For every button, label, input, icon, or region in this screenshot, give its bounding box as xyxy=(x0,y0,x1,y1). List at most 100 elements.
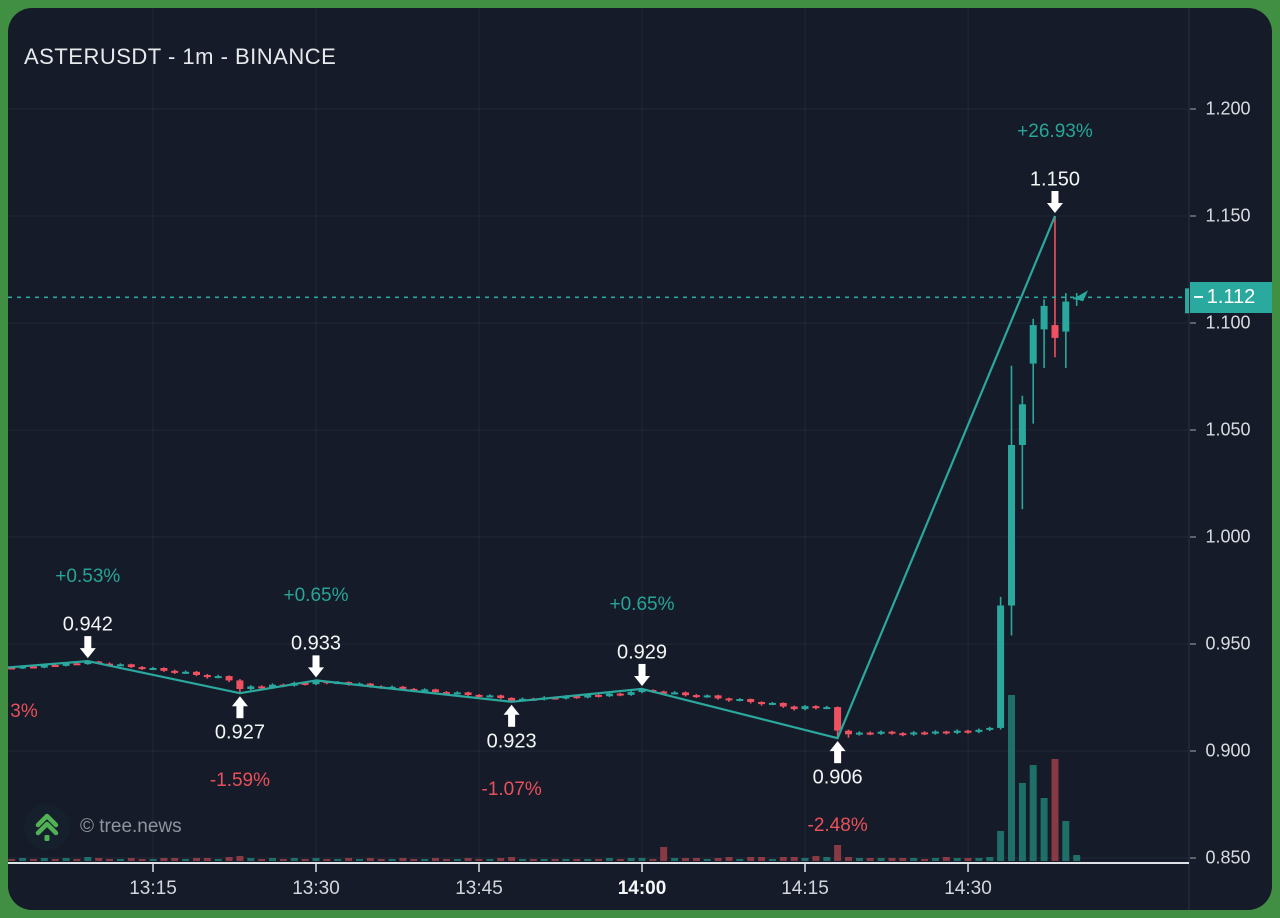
candle-body xyxy=(453,692,461,695)
candle-body xyxy=(193,671,200,675)
pivot-arrow-down-icon xyxy=(308,667,325,678)
candle-body xyxy=(149,668,157,670)
volume-bar xyxy=(562,859,570,861)
candle-body xyxy=(62,663,70,666)
pivot-pct-label: +0.65% xyxy=(283,585,349,607)
last-price-value: 1.112 xyxy=(1206,286,1256,308)
time-axis-label: 13:15 xyxy=(129,878,177,899)
candle-body xyxy=(225,676,233,681)
candle-body xyxy=(84,661,92,665)
watermark-text: © tree.news xyxy=(80,816,182,837)
candle-body xyxy=(605,693,613,697)
time-axis-label: 13:45 xyxy=(455,878,503,899)
candle-body xyxy=(116,664,124,667)
candle-body xyxy=(366,683,374,687)
candle-body xyxy=(747,699,755,702)
volume-bar xyxy=(703,859,711,861)
candle-body xyxy=(1040,305,1048,330)
volume-bar xyxy=(1029,765,1037,861)
pivot-arrow-stem xyxy=(312,655,320,668)
volume-bar xyxy=(475,859,483,861)
volume-bar xyxy=(942,857,950,861)
candle-body xyxy=(736,699,744,701)
price-axis-label: 1.000 xyxy=(1205,526,1251,547)
candle-body xyxy=(790,706,798,710)
candle-body xyxy=(931,731,939,734)
volume-bar xyxy=(345,858,353,861)
candle-body xyxy=(823,707,831,710)
price-axis-label: 1.050 xyxy=(1205,419,1251,440)
candle-body xyxy=(160,668,168,671)
candle-body xyxy=(975,729,983,732)
volume-bar xyxy=(410,859,418,861)
candle-body xyxy=(627,692,635,695)
volume-bar xyxy=(356,859,363,861)
candle-body xyxy=(703,695,711,698)
candle-body xyxy=(127,664,135,668)
volume-bar xyxy=(290,858,298,861)
chart-plot[interactable] xyxy=(8,8,1272,910)
last-price-pointer-icon xyxy=(1074,290,1088,302)
volume-bar xyxy=(388,859,396,861)
chart-title: ASTERUSDT - 1m - BINANCE xyxy=(24,44,337,69)
candle-body xyxy=(464,692,472,695)
pivot-arrow-up-icon xyxy=(829,741,846,752)
volume-bar xyxy=(19,858,27,861)
pivot-arrow-up-icon xyxy=(231,696,248,707)
volume-bar xyxy=(931,858,939,861)
volume-bar xyxy=(193,858,200,861)
volume-bar xyxy=(127,858,135,861)
volume-bar xyxy=(845,857,852,861)
volume-bar xyxy=(812,856,820,861)
pivot-price-label: 0.927 xyxy=(214,721,265,744)
last-price-badge: 1.112 xyxy=(1190,282,1272,313)
candle-body xyxy=(682,692,689,696)
candle-body xyxy=(768,702,776,705)
candle-body xyxy=(877,731,885,734)
volume-bar xyxy=(801,858,809,861)
pivot-arrow-down-icon xyxy=(634,675,651,686)
volume-bar xyxy=(323,859,331,861)
volume-bar xyxy=(725,857,733,861)
volume-bar xyxy=(1073,855,1081,861)
volume-bar xyxy=(986,857,994,861)
zigzag-line xyxy=(8,215,1057,740)
volume-bar xyxy=(1040,798,1048,861)
candle-body xyxy=(1062,301,1070,332)
volume-bar xyxy=(8,859,16,861)
volume-bar xyxy=(399,858,407,861)
volume-bar xyxy=(486,859,494,861)
volume-bar xyxy=(432,858,439,861)
candle-body xyxy=(866,732,874,735)
pivot-price-label: 0.929 xyxy=(616,641,668,664)
candle-body xyxy=(138,667,146,670)
candle-body xyxy=(595,694,602,697)
volume-bar xyxy=(377,859,385,861)
double-chevron-up-icon xyxy=(35,813,59,841)
time-axis-label: 13:30 xyxy=(292,878,340,899)
pivot-pct-label: +26.93% xyxy=(1017,121,1093,142)
volume-bar xyxy=(649,859,657,861)
pivot-pct-label: -1.59% xyxy=(209,770,271,792)
candle-body xyxy=(442,692,450,695)
volume-bar xyxy=(1008,695,1015,861)
volume-bar xyxy=(758,857,766,861)
volume-bar xyxy=(519,859,526,861)
volume-bar xyxy=(171,858,179,861)
candle-body xyxy=(758,702,766,705)
price-axis-label: 0.950 xyxy=(1205,633,1251,654)
volume-bar xyxy=(888,858,896,861)
volume-bar xyxy=(30,859,37,861)
volume-bar xyxy=(638,858,646,861)
volume-bar xyxy=(62,858,70,861)
volume-bar xyxy=(605,858,613,861)
candle-body xyxy=(921,732,929,735)
volume-bar xyxy=(616,859,624,861)
pivot-arrow-stem xyxy=(236,705,244,719)
pivot-arrow-stem xyxy=(1051,191,1059,204)
watermark-link[interactable]: © tree.news xyxy=(24,804,182,850)
pivot-arrow-stem xyxy=(84,636,92,649)
edge-clipped-pct-label: 3% xyxy=(10,701,38,722)
volume-bar xyxy=(584,859,592,861)
candle-body xyxy=(855,732,863,735)
